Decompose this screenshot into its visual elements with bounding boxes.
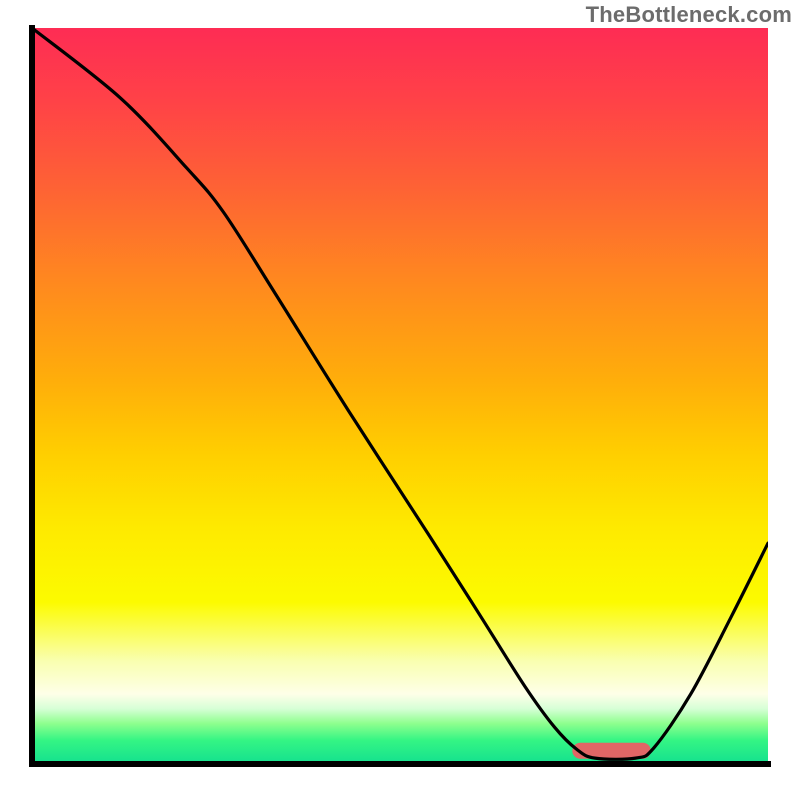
chart-container: TheBottleneck.com (0, 0, 800, 800)
watermark-text: TheBottleneck.com (586, 2, 792, 28)
gradient-background (32, 28, 768, 764)
bottleneck-curve-chart (0, 0, 800, 800)
